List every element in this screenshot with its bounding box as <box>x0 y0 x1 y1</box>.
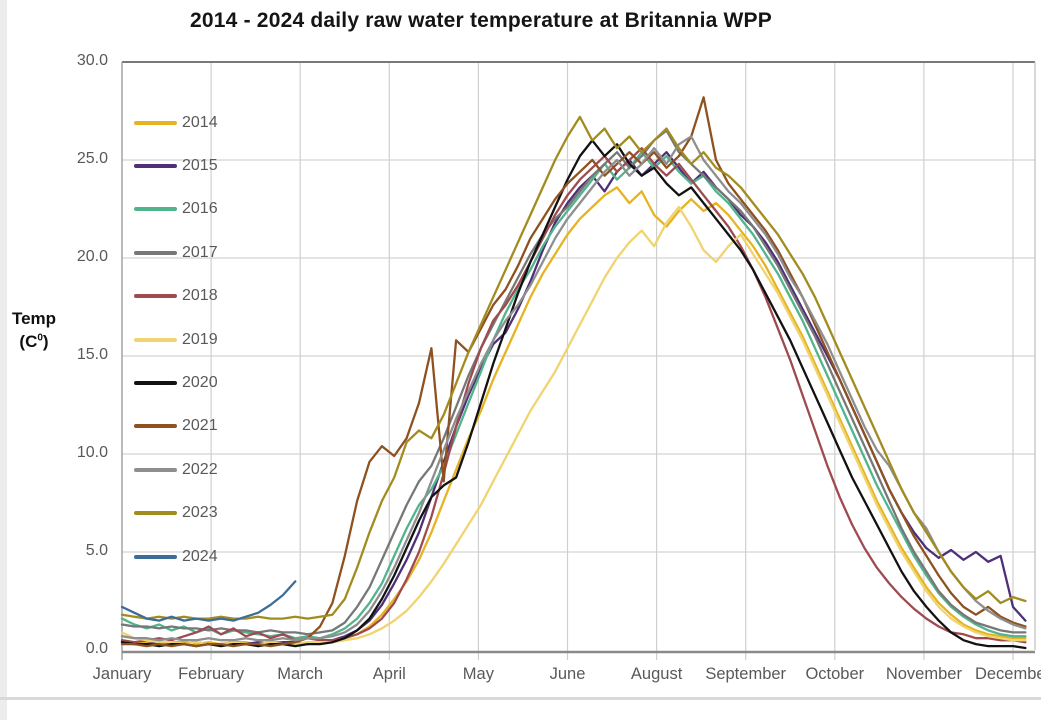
x-tick-label-june: June <box>549 665 586 683</box>
legend-swatch-2015 <box>134 164 177 169</box>
legend-swatch-2024 <box>134 554 177 559</box>
x-tick-label-march: March <box>277 665 324 683</box>
line-2019 <box>120 205 1027 646</box>
y-tick-label: 30.0 <box>76 52 108 69</box>
y-tick-label: 20.0 <box>76 248 108 265</box>
y-axis-title-unit: (C0) <box>19 331 49 351</box>
legend-item-2019: 2019 <box>134 318 218 361</box>
x-tick-label-january: January <box>92 665 152 683</box>
legend-item-2023: 2023 <box>134 492 218 535</box>
line-2023 <box>120 115 1027 620</box>
y-tick-label: 0.0 <box>85 640 108 657</box>
y-tick-label: 5.0 <box>85 542 108 559</box>
line-2014 <box>120 186 1027 646</box>
legend-label-2020: 2020 <box>182 374 218 392</box>
legend-swatch-2019 <box>134 337 177 342</box>
y-tick-label: 25.0 <box>76 150 108 167</box>
x-tick-label-november: November <box>885 665 962 683</box>
legend-label-2018: 2018 <box>182 287 218 305</box>
y-tick-label: 10.0 <box>76 444 108 461</box>
x-tick-label-may: May <box>462 665 494 683</box>
legend-swatch-2020 <box>134 381 177 386</box>
x-tick-label-september: September <box>705 665 787 683</box>
legend-item-2014: 2014 <box>134 101 218 144</box>
line-2020 <box>120 139 1027 650</box>
legend-item-2016: 2016 <box>134 188 218 231</box>
legend-swatch-2021 <box>134 424 177 429</box>
line-2021 <box>120 96 1027 648</box>
legend-item-2017: 2017 <box>134 231 218 274</box>
legend: 2014 2015 2016 2017 2018 2019 2020 2021 2022 2023… <box>134 101 218 578</box>
x-tick-label-december: December <box>974 665 1041 683</box>
legend-label-2021: 2021 <box>182 417 218 435</box>
legend-label-2024: 2024 <box>182 547 218 565</box>
legend-swatch-2017 <box>134 250 177 255</box>
left-edge-strip <box>0 0 7 720</box>
x-tick-label-february: February <box>178 665 245 683</box>
legend-label-2017: 2017 <box>182 243 218 261</box>
bottom-edge-strip <box>0 697 1041 700</box>
x-tick-label-august: August <box>630 665 683 683</box>
line-2018 <box>120 147 1027 644</box>
legend-item-2015: 2015 <box>134 144 218 187</box>
y-axis-title: Temp (C0) <box>4 308 64 354</box>
x-tick-label-april: April <box>372 665 406 683</box>
x-tick-label-october: October <box>805 665 865 683</box>
legend-item-2024: 2024 <box>134 535 218 578</box>
legend-item-2021: 2021 <box>134 405 218 448</box>
legend-label-2022: 2022 <box>182 460 218 478</box>
line-2024 <box>120 580 297 622</box>
chart-title: 2014 - 2024 daily raw water temperature … <box>190 9 772 32</box>
legend-label-2019: 2019 <box>182 330 218 348</box>
line-2016 <box>120 151 1027 640</box>
legend-item-2018: 2018 <box>134 275 218 318</box>
line-2022 <box>120 135 1027 642</box>
legend-label-2023: 2023 <box>182 504 218 522</box>
legend-swatch-2016 <box>134 207 177 212</box>
legend-label-2014: 2014 <box>182 113 218 131</box>
legend-label-2015: 2015 <box>182 157 218 175</box>
y-tick-label: 15.0 <box>76 346 108 363</box>
line-2017 <box>120 129 1027 636</box>
y-axis-title-line1: Temp <box>11 309 57 328</box>
legend-swatch-2022 <box>134 467 177 472</box>
legend-swatch-2014 <box>134 120 177 125</box>
legend-label-2016: 2016 <box>182 200 218 218</box>
legend-item-2020: 2020 <box>134 361 218 404</box>
legend-swatch-2023 <box>134 511 177 516</box>
legend-item-2022: 2022 <box>134 448 218 491</box>
legend-swatch-2018 <box>134 294 177 299</box>
